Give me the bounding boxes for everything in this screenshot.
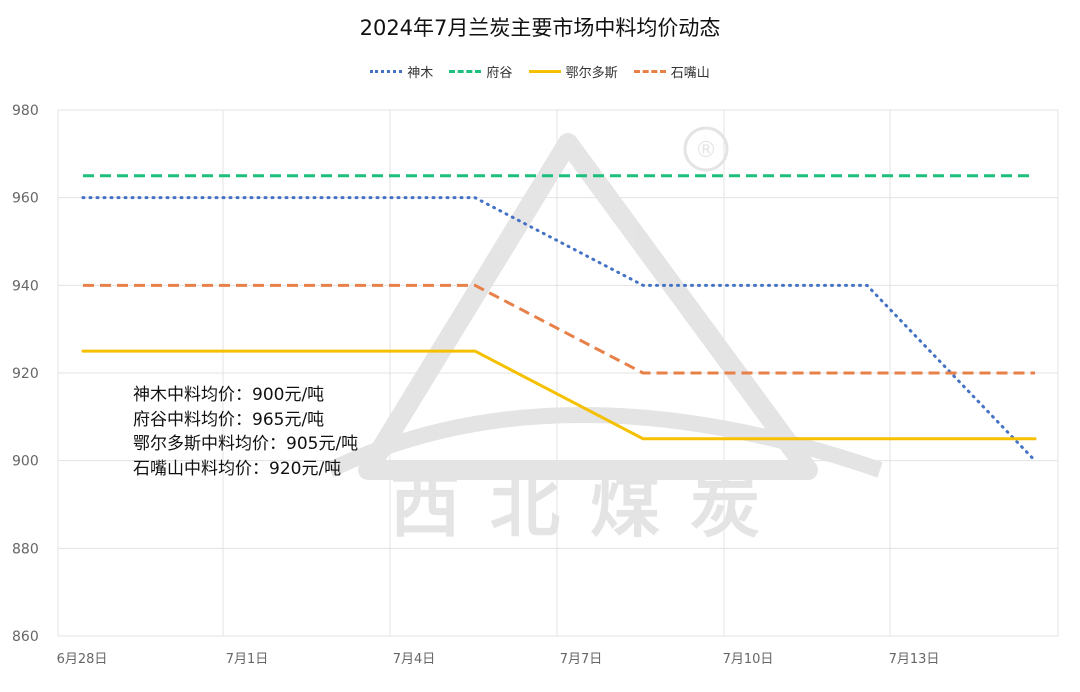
watermark-triangle <box>358 133 818 480</box>
annotation-shenmu: 神木中料均价：900元/吨 <box>133 385 325 405</box>
x-tick-label: 6月28日 <box>57 652 108 667</box>
annotation-fugu: 府谷中料均价：965元/吨 <box>133 409 325 430</box>
legend-item-fugu: 府谷 <box>449 62 512 81</box>
legend: 神木 府谷 鄂尔多斯 石嘴山 <box>0 62 1080 81</box>
y-tick-label: 960 <box>12 191 39 207</box>
legend-label-shizuishan: 石嘴山 <box>670 66 710 81</box>
x-tick-label: 7月13日 <box>889 652 940 667</box>
y-tick-label: 880 <box>12 541 39 557</box>
series-line-0 <box>81 196 1037 463</box>
x-tick-label: 7月1日 <box>226 652 269 667</box>
legend-swatch-ordos <box>528 70 561 73</box>
series-line-2 <box>81 349 1037 441</box>
x-tick-label: 7月10日 <box>723 652 774 667</box>
legend-item-shenmu: 神木 <box>370 62 433 81</box>
annotation-shizuishan: 石嘴山中料均价：920元/吨 <box>133 458 342 479</box>
legend-item-shizuishan: 石嘴山 <box>633 62 710 81</box>
y-tick-label: 860 <box>12 629 39 645</box>
series-line-3 <box>83 283 1035 375</box>
y-tick-label: 900 <box>12 454 39 470</box>
watermark-registered-mark: ® <box>695 138 717 163</box>
watermark-logo: ® 西北煤炭 <box>326 126 883 547</box>
x-tick-label: 7月4日 <box>393 652 436 667</box>
y-tick-label: 940 <box>12 278 39 294</box>
legend-label-shenmu: 神木 <box>407 66 434 81</box>
watermark-text: 西北煤炭 <box>390 465 790 547</box>
legend-swatch-fugu <box>449 70 482 73</box>
legend-swatch-shenmu <box>370 70 403 73</box>
chart-title: 2024年7月兰炭主要市场中料均价动态 <box>359 16 721 40</box>
watermark-registered-circle <box>683 126 729 172</box>
legend-swatch-shizuishan <box>633 70 666 73</box>
y-tick-label: 920 <box>12 366 39 382</box>
x-tick-label: 7月7日 <box>560 652 603 667</box>
legend-item-ordos: 鄂尔多斯 <box>528 62 618 81</box>
legend-label-fugu: 府谷 <box>486 66 513 81</box>
watermark-arc <box>326 407 883 478</box>
y-tick-label: 980 <box>12 103 39 119</box>
annotation-ordos: 鄂尔多斯中料均价：905元/吨 <box>133 434 359 454</box>
price-annotation-box: 神木中料均价：900元/吨 府谷中料均价：965元/吨 鄂尔多斯中料均价：905… <box>133 383 358 481</box>
legend-label-ordos: 鄂尔多斯 <box>565 66 618 81</box>
